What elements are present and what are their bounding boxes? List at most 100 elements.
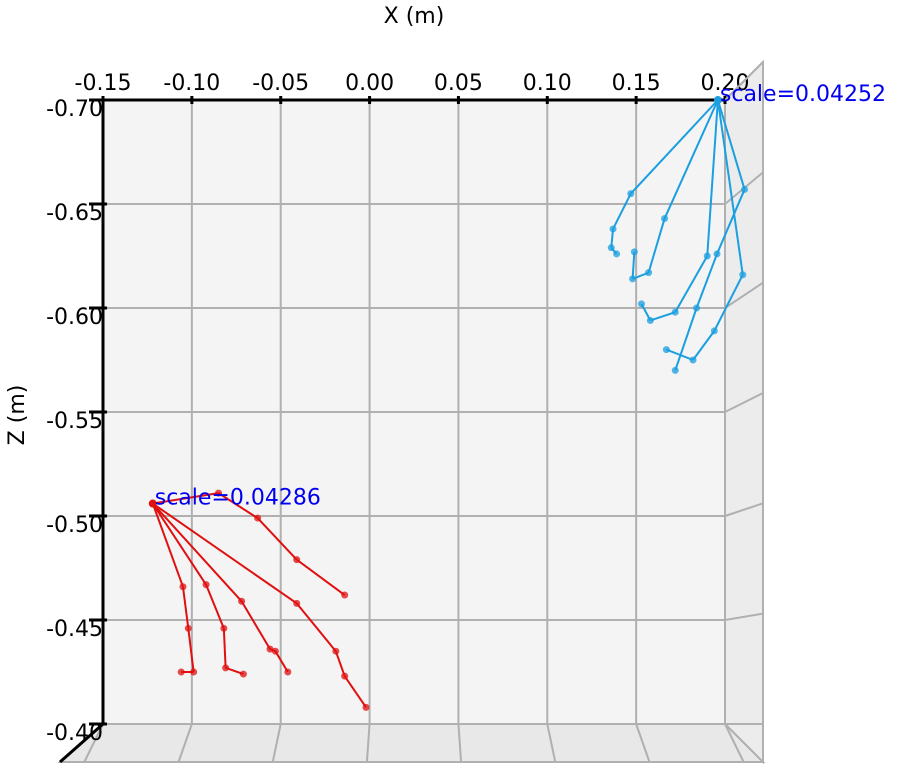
bone	[274, 650, 289, 673]
wrist	[713, 96, 722, 104]
joint	[202, 581, 210, 589]
grid-line	[724, 723, 745, 763]
bone	[334, 650, 346, 677]
joint	[671, 308, 679, 316]
joint	[627, 190, 635, 198]
y-tick-label: -0.55	[46, 409, 103, 434]
joint	[293, 599, 301, 607]
x-tick-label: 0.15	[612, 71, 661, 96]
grid-line	[83, 723, 104, 763]
y-tick-label: -0.70	[46, 97, 103, 122]
x-tick-label: 0.10	[523, 71, 572, 96]
joint	[284, 668, 292, 676]
bone	[187, 628, 195, 673]
bone	[240, 600, 271, 650]
joint	[239, 670, 247, 678]
joint	[362, 703, 370, 711]
pane-frame	[57, 59, 766, 765]
bone	[647, 218, 666, 273]
bone	[295, 602, 337, 652]
joint	[637, 300, 645, 308]
joint	[689, 356, 697, 364]
bone	[217, 492, 259, 519]
bone	[343, 675, 367, 708]
joint	[222, 664, 230, 672]
y-tick-label: -0.50	[46, 513, 103, 538]
joint	[179, 583, 187, 591]
grid-line	[365, 723, 371, 763]
joint	[613, 250, 621, 258]
joint	[332, 647, 340, 655]
x-tick-label: -0.05	[252, 71, 309, 96]
bone	[665, 348, 694, 361]
joint	[713, 250, 721, 258]
y-tick-label: -0.60	[46, 305, 103, 330]
x-tick-label: 0.00	[345, 71, 394, 96]
joint	[609, 225, 617, 233]
grid-line	[724, 502, 764, 517]
joint	[190, 668, 198, 676]
grid-line	[457, 723, 463, 763]
joint	[607, 244, 615, 252]
grid-line	[635, 723, 651, 763]
joint	[703, 252, 711, 260]
joint	[220, 624, 228, 632]
bone	[713, 274, 744, 332]
joint	[341, 672, 349, 680]
y-tick-label: -0.65	[46, 201, 103, 226]
bone	[650, 311, 676, 322]
y-tick-label: -0.45	[46, 617, 103, 642]
bone	[152, 492, 219, 505]
bone	[631, 251, 636, 279]
x-tick-label: -0.10	[163, 71, 220, 96]
bone	[256, 517, 298, 561]
bone	[222, 628, 227, 668]
x-axis-label: X (m)	[384, 4, 445, 29]
x-tick-label: -0.15	[75, 71, 132, 96]
bone	[181, 586, 190, 629]
joint	[645, 269, 653, 277]
joint	[646, 316, 654, 324]
joint	[739, 271, 747, 279]
grid-line	[546, 723, 557, 763]
grid-line	[724, 61, 764, 101]
joint	[662, 346, 670, 354]
grid-line	[724, 281, 764, 309]
annotation: scale=0.04286	[155, 486, 321, 511]
wrist	[148, 499, 157, 508]
bone	[716, 189, 746, 255]
bone	[716, 99, 746, 190]
y-axis-label: Z (m)	[5, 385, 30, 446]
joint	[671, 366, 679, 374]
bone	[674, 255, 709, 313]
bone	[151, 502, 207, 586]
bone	[152, 502, 243, 602]
joint	[266, 645, 274, 653]
joint	[271, 647, 279, 655]
bone	[674, 307, 698, 371]
bone	[296, 558, 346, 596]
grid-line	[724, 612, 764, 621]
joint	[293, 556, 301, 564]
bone	[152, 502, 298, 605]
bone	[716, 99, 744, 275]
bone	[663, 99, 719, 219]
joint	[341, 591, 349, 599]
bone	[706, 99, 719, 257]
x-tick-label: 0.05	[434, 71, 483, 96]
annotation: scale=0.04252	[720, 82, 886, 107]
grid-line	[177, 723, 193, 763]
joint	[693, 304, 701, 312]
joint	[741, 185, 749, 193]
bone	[205, 584, 225, 629]
joint	[215, 489, 223, 497]
bone	[612, 193, 632, 230]
bone	[692, 330, 716, 361]
bone	[695, 253, 718, 309]
grid-line	[724, 392, 764, 413]
bone	[151, 503, 184, 588]
joint	[238, 597, 246, 605]
joint	[254, 514, 262, 522]
axis-corner	[59, 722, 104, 764]
joint	[177, 668, 185, 676]
